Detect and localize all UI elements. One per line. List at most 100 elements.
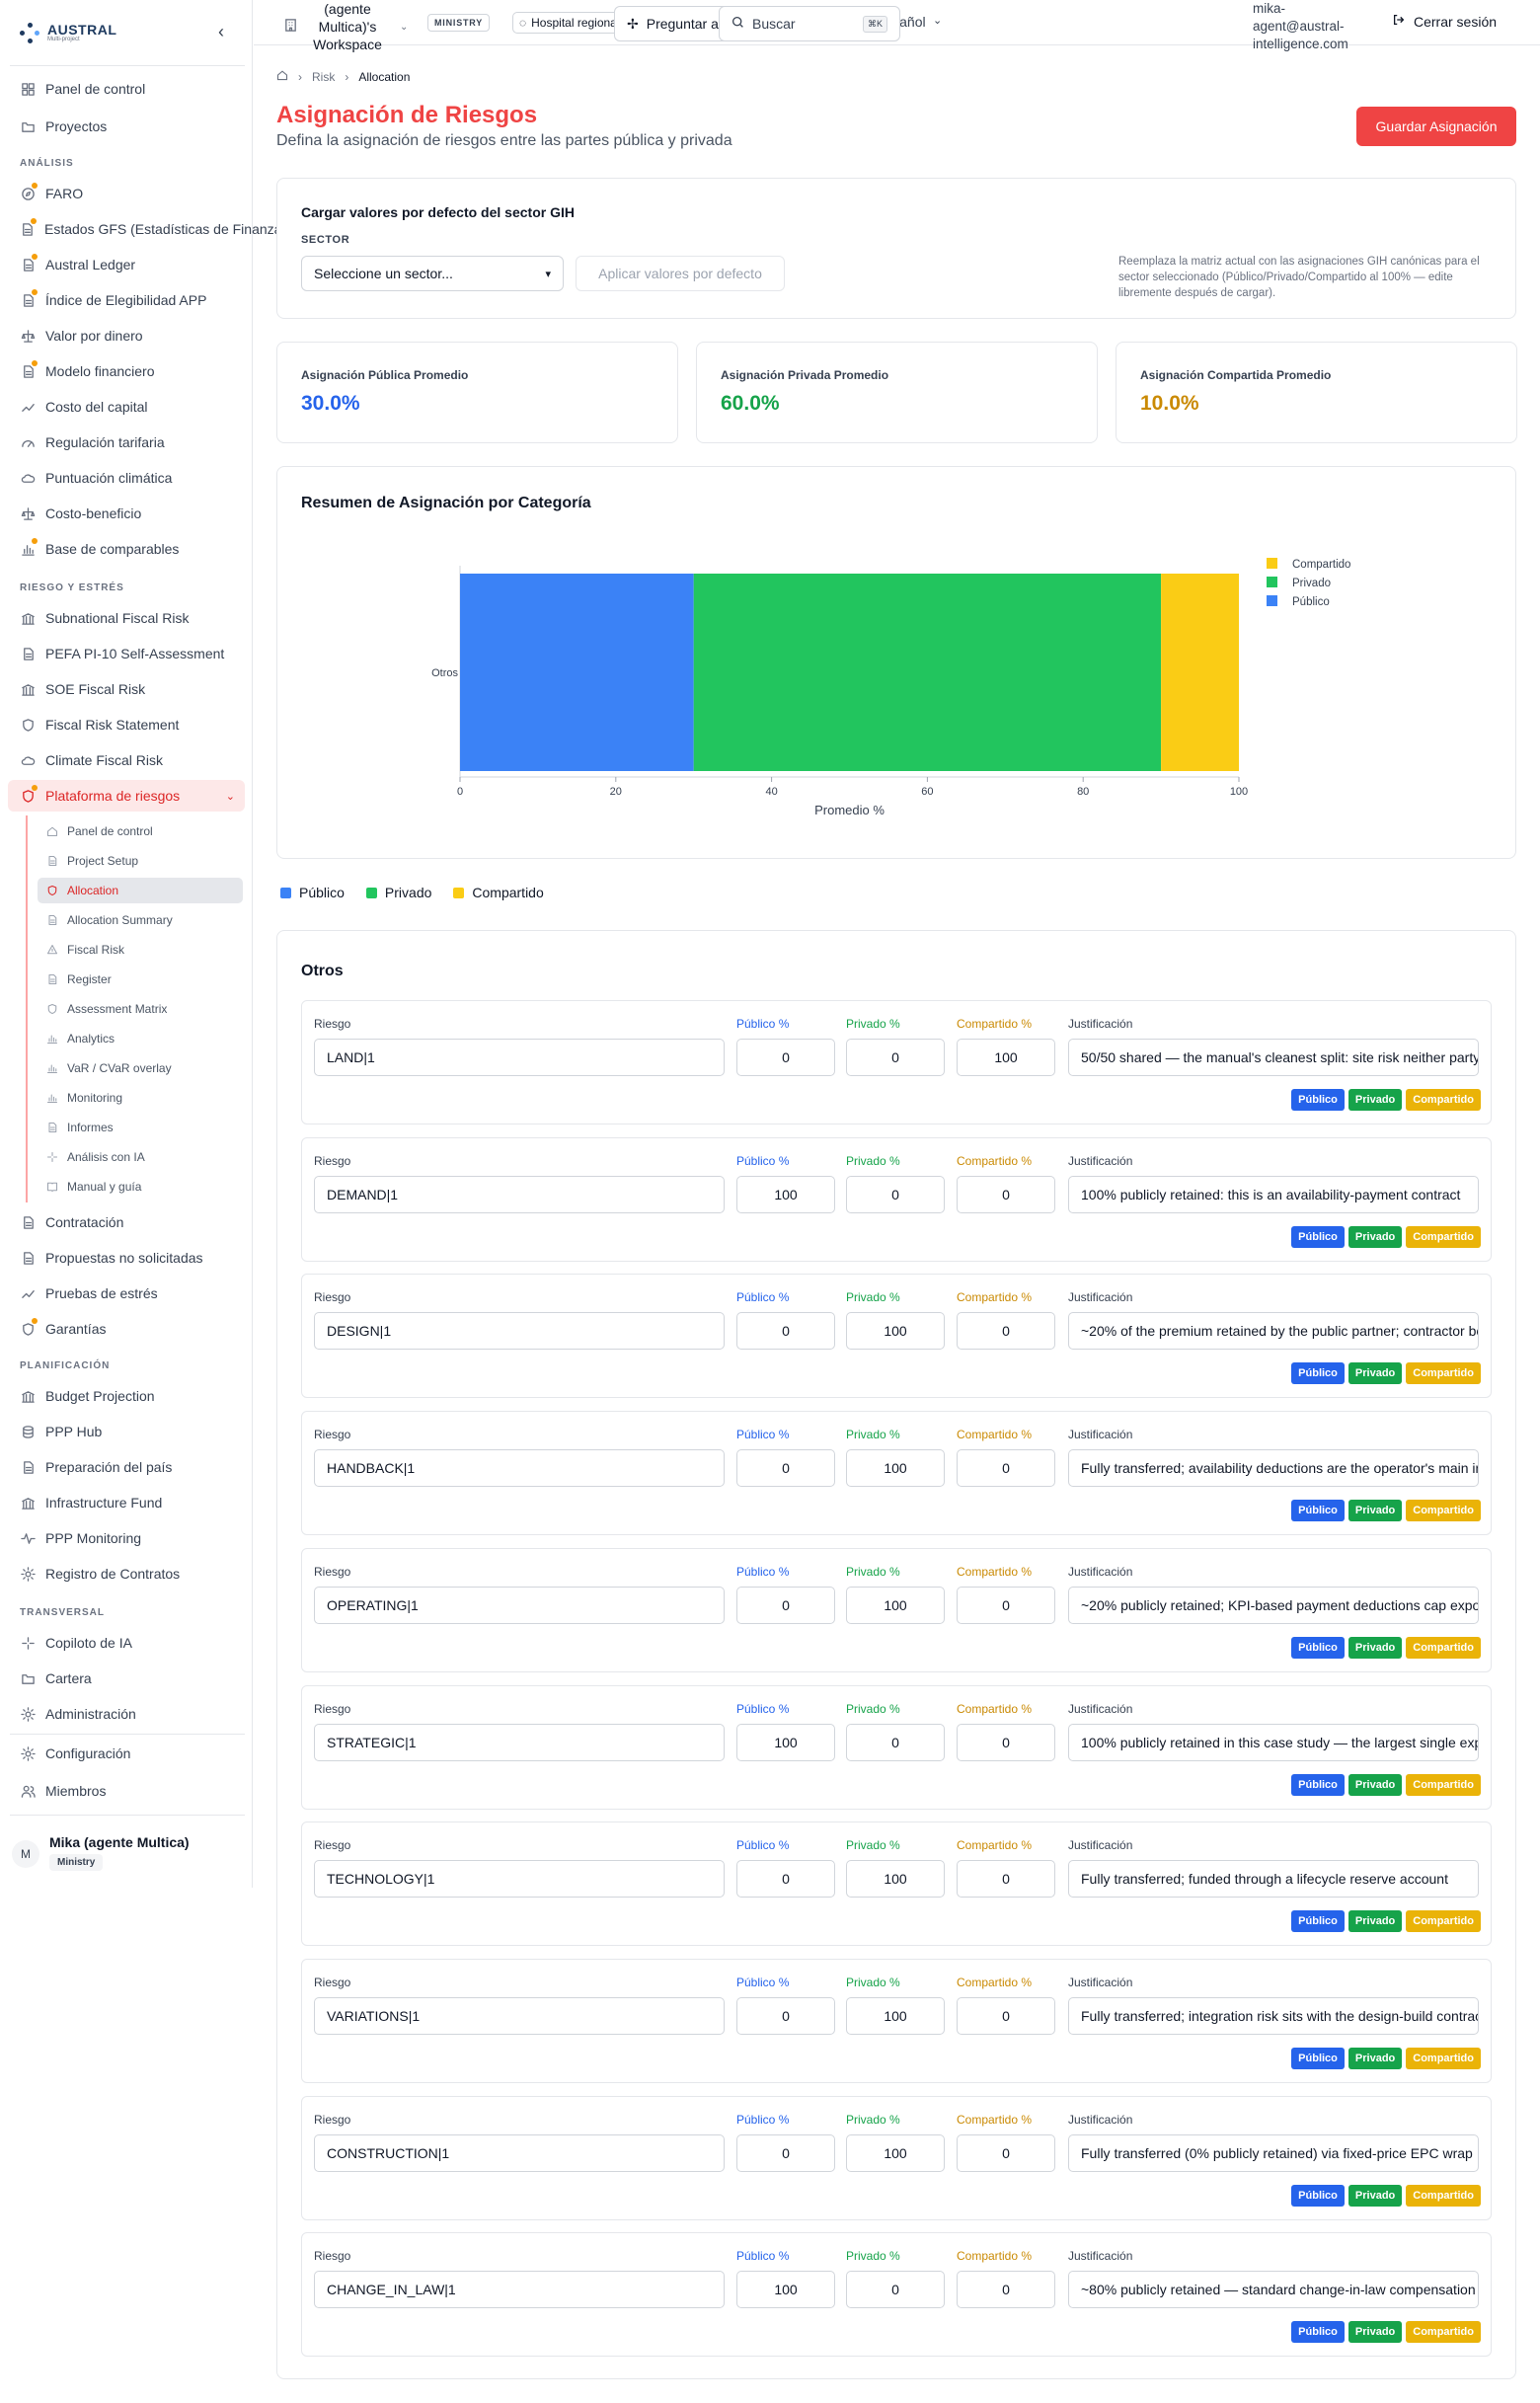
sidebar-item-valor-por-dinero[interactable]: Valor por dinero xyxy=(8,320,245,351)
shared-pct-input[interactable]: 0 xyxy=(957,2133,1055,2172)
shared-pct-input[interactable]: 0 xyxy=(957,1996,1055,2035)
shared-pct-input[interactable]: 0 xyxy=(957,1449,1055,1488)
risk-name-input[interactable]: OPERATING|1 xyxy=(314,1586,725,1624)
submenu-item-var-cvar-overlay[interactable]: VaR / CVaR overlay xyxy=(38,1055,243,1081)
sidebar-item-budget-projection[interactable]: Budget Projection xyxy=(8,1380,245,1412)
public-pct-input[interactable]: 100 xyxy=(736,1175,835,1213)
justification-input[interactable]: Fully transferred (0% publicly retained)… xyxy=(1068,2133,1479,2172)
set-public-button[interactable]: Público xyxy=(1291,2184,1345,2207)
sidebar-item-puntuacion-climatica[interactable]: Puntuación climática xyxy=(8,462,245,494)
set-private-button[interactable]: Privado xyxy=(1348,1225,1403,1248)
set-shared-button[interactable]: Compartido xyxy=(1406,1225,1481,1248)
submenu-item-allocation-summary[interactable]: Allocation Summary xyxy=(38,907,243,933)
apply-defaults-button[interactable]: Aplicar valores por defecto xyxy=(576,256,785,291)
sidebar-item-miembros[interactable]: Miembros xyxy=(8,1775,245,1807)
set-public-button[interactable]: Público xyxy=(1291,2321,1345,2344)
set-public-button[interactable]: Público xyxy=(1291,2047,1345,2069)
workspace-switcher[interactable]: (agente Multica)'s Workspace ⌄ xyxy=(283,0,408,53)
public-pct-input[interactable]: 0 xyxy=(736,1586,835,1624)
sidebar-item-plataforma-de-riesgos[interactable]: Plataforma de riesgos ⌄ xyxy=(8,780,245,812)
sidebar-item-preparacion-del-pais[interactable]: Preparación del país xyxy=(8,1451,245,1483)
private-pct-input[interactable]: 0 xyxy=(846,1723,945,1761)
submenu-item-analisis-con-ia[interactable]: Análisis con IA xyxy=(38,1144,243,1170)
shared-pct-input[interactable]: 0 xyxy=(957,1723,1055,1761)
justification-input[interactable]: ~80% publicly retained — standard change… xyxy=(1068,2271,1479,2309)
public-pct-input[interactable]: 0 xyxy=(736,1996,835,2035)
sidebar-item-pruebas-de-estres[interactable]: Pruebas de estrés xyxy=(8,1278,245,1309)
set-shared-button[interactable]: Compartido xyxy=(1406,2321,1481,2344)
sidebar-item-indice-de-elegibilidad-app[interactable]: Índice de Elegibilidad APP xyxy=(8,284,245,316)
sidebar-item-propuestas-no-solicitadas[interactable]: Propuestas no solicitadas xyxy=(8,1242,245,1274)
public-pct-input[interactable]: 0 xyxy=(736,2133,835,2172)
set-shared-button[interactable]: Compartido xyxy=(1406,1500,1481,1522)
public-pct-input[interactable]: 100 xyxy=(736,2271,835,2309)
submenu-item-project-setup[interactable]: Project Setup xyxy=(38,848,243,874)
breadcrumb-risk[interactable]: Risk xyxy=(312,69,336,84)
private-pct-input[interactable]: 100 xyxy=(846,1996,945,2035)
risk-name-input[interactable]: TECHNOLOGY|1 xyxy=(314,1860,725,1899)
submenu-item-allocation[interactable]: Allocation xyxy=(38,878,243,903)
sidebar-item-configuracion[interactable]: Configuración xyxy=(8,1738,245,1769)
submenu-item-assessment-matrix[interactable]: Assessment Matrix xyxy=(38,996,243,1022)
set-private-button[interactable]: Privado xyxy=(1348,1500,1403,1522)
risk-name-input[interactable]: LAND|1 xyxy=(314,1039,725,1076)
sidebar-item-ppp-hub[interactable]: PPP Hub xyxy=(8,1416,245,1447)
set-shared-button[interactable]: Compartido xyxy=(1406,1362,1481,1385)
risk-name-input[interactable]: DESIGN|1 xyxy=(314,1312,725,1351)
sidebar-item-panel-de-control[interactable]: Panel de control xyxy=(8,73,245,105)
justification-input[interactable]: 50/50 shared — the manual's cleanest spl… xyxy=(1068,1039,1479,1076)
sidebar-item-registro-de-contratos[interactable]: Registro de Contratos xyxy=(8,1558,245,1589)
submenu-item-manual-y-guia[interactable]: Manual y guía xyxy=(38,1174,243,1200)
public-pct-input[interactable]: 0 xyxy=(736,1039,835,1076)
justification-input[interactable]: Fully transferred; availability deductio… xyxy=(1068,1449,1479,1488)
shared-pct-input[interactable]: 0 xyxy=(957,2271,1055,2309)
risk-name-input[interactable]: CHANGE_IN_LAW|1 xyxy=(314,2271,725,2309)
set-public-button[interactable]: Público xyxy=(1291,1225,1345,1248)
set-public-button[interactable]: Público xyxy=(1291,1910,1345,1933)
submenu-item-panel-de-control[interactable]: Panel de control xyxy=(38,818,243,844)
user-profile[interactable]: M Mika (agente Multica) Ministry xyxy=(12,1834,190,1871)
sidebar-item-modelo-financiero[interactable]: Modelo financiero xyxy=(8,355,245,387)
sidebar-item-fiscal-risk-statement[interactable]: Fiscal Risk Statement xyxy=(8,709,245,740)
submenu-item-monitoring[interactable]: Monitoring xyxy=(38,1085,243,1111)
justification-input[interactable]: Fully transferred; integration risk sits… xyxy=(1068,1996,1479,2035)
public-pct-input[interactable]: 0 xyxy=(736,1312,835,1351)
sidebar-item-cartera[interactable]: Cartera xyxy=(8,1663,245,1694)
language-chevron-icon[interactable]: ⌄ xyxy=(933,15,943,27)
sidebar-item-estados-gfs-estadisticas-de-finanzas-publicas[interactable]: Estados GFS (Estadísticas de Finanzas Pú… xyxy=(8,213,349,245)
collapse-sidebar-button[interactable]: ‹ xyxy=(209,20,233,43)
justification-input[interactable]: ~20% of the premium retained by the publ… xyxy=(1068,1312,1479,1351)
set-public-button[interactable]: Público xyxy=(1291,1500,1345,1522)
submenu-item-informes[interactable]: Informes xyxy=(38,1115,243,1140)
set-private-button[interactable]: Privado xyxy=(1348,1773,1403,1796)
set-public-button[interactable]: Público xyxy=(1291,1636,1345,1659)
justification-input[interactable]: 100% publicly retained in this case stud… xyxy=(1068,1723,1479,1761)
set-private-button[interactable]: Privado xyxy=(1348,1362,1403,1385)
private-pct-input[interactable]: 100 xyxy=(846,1860,945,1899)
private-pct-input[interactable]: 0 xyxy=(846,2271,945,2309)
shared-pct-input[interactable]: 0 xyxy=(957,1586,1055,1624)
private-pct-input[interactable]: 100 xyxy=(846,1586,945,1624)
submenu-item-register[interactable]: Register xyxy=(38,967,243,992)
sidebar-item-proyectos[interactable]: Proyectos xyxy=(8,111,245,142)
submenu-item-fiscal-risk[interactable]: Fiscal Risk xyxy=(38,937,243,963)
set-shared-button[interactable]: Compartido xyxy=(1406,1910,1481,1933)
sidebar-item-costo-beneficio[interactable]: Costo-beneficio xyxy=(8,498,245,529)
set-shared-button[interactable]: Compartido xyxy=(1406,2184,1481,2207)
public-pct-input[interactable]: 0 xyxy=(736,1860,835,1899)
private-pct-input[interactable]: 100 xyxy=(846,1449,945,1488)
set-shared-button[interactable]: Compartido xyxy=(1406,1089,1481,1111)
search-button[interactable]: Buscar ⌘K xyxy=(719,6,900,41)
private-pct-input[interactable]: 0 xyxy=(846,1175,945,1213)
risk-name-input[interactable]: HANDBACK|1 xyxy=(314,1449,725,1488)
sidebar-item-climate-fiscal-risk[interactable]: Climate Fiscal Risk xyxy=(8,744,245,776)
set-public-button[interactable]: Público xyxy=(1291,1362,1345,1385)
set-private-button[interactable]: Privado xyxy=(1348,2047,1403,2069)
sidebar-item-subnational-fiscal-risk[interactable]: Subnational Fiscal Risk xyxy=(8,602,245,634)
sidebar-item-administracion[interactable]: Administración xyxy=(8,1698,245,1730)
sidebar-item-austral-ledger[interactable]: Austral Ledger xyxy=(8,249,245,280)
sidebar-item-soe-fiscal-risk[interactable]: SOE Fiscal Risk xyxy=(8,673,245,705)
risk-name-input[interactable]: CONSTRUCTION|1 xyxy=(314,2133,725,2172)
sidebar-item-contratacion[interactable]: Contratación xyxy=(8,1206,245,1238)
public-pct-input[interactable]: 100 xyxy=(736,1723,835,1761)
